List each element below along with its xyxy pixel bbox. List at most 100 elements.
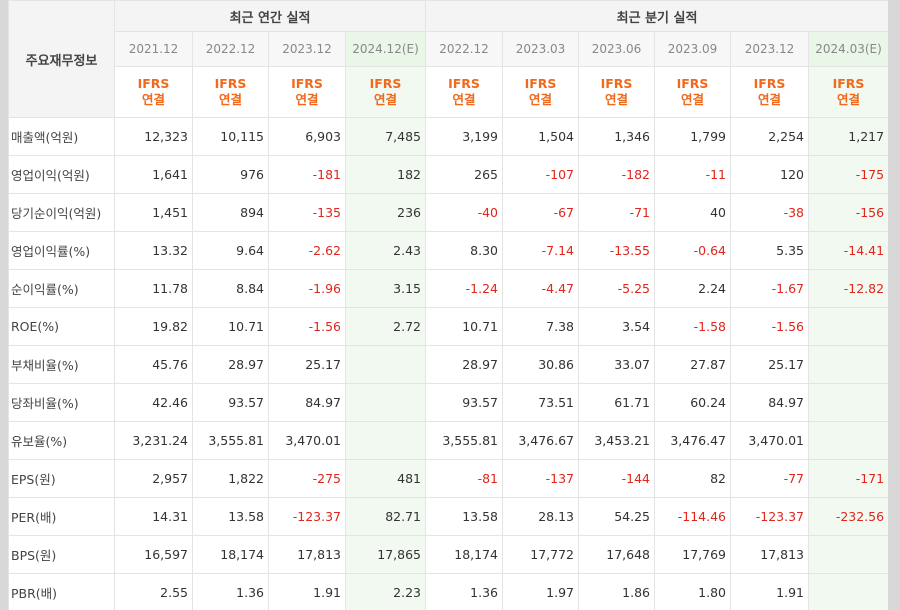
annual-group-header: 최근 연간 실적	[114, 0, 426, 32]
table-cell: 1,641	[114, 155, 193, 194]
quarterly-group-header: 최근 분기 실적	[424, 0, 888, 32]
period-header: 2022.12	[425, 31, 503, 67]
period-header: 2023.06	[578, 31, 655, 67]
basis-consolidation: 연결	[837, 92, 861, 107]
row-label: ROE(%)	[8, 307, 115, 346]
basis-standard: IFRS	[291, 76, 323, 91]
table-cell: 1,217	[807, 117, 888, 156]
table-cell: 54.25	[578, 497, 655, 536]
basis-consolidation: 연결	[295, 92, 319, 107]
table-cell: 17,813	[268, 535, 346, 574]
table-cell: 6,903	[268, 117, 346, 156]
table-row: 영업이익률(%) 13.32 9.64 -2.62 2.43 8.30 -7.14 -13.5…	[8, 231, 888, 270]
table-cell: 18,174	[425, 535, 503, 574]
period-header-row: 2021.12 2022.12 2023.12 2024.12(E) 2022.12 20…	[9, 31, 888, 67]
table-cell: 14.31	[114, 497, 193, 536]
basis-consolidation: 연결	[680, 92, 704, 107]
table-row: 당기순이익(억원) 1,451 894 -135 236 -40 -67 -71 40 -38 -1…	[8, 193, 888, 232]
table-cell: -4.47	[502, 269, 579, 308]
basis-consolidation: 연결	[373, 92, 397, 107]
basis-standard: IFRS	[214, 76, 247, 91]
table-cell: -11	[654, 155, 731, 194]
table-cell: 3,476.47	[654, 421, 731, 460]
basis-standard: IFRS	[369, 76, 402, 91]
table-cell: 42.46	[114, 383, 193, 422]
table-cell: 16,597	[114, 535, 193, 574]
table-cell: -1.56	[268, 307, 346, 346]
table-cell	[345, 345, 426, 384]
row-label: 순이익률(%)	[8, 269, 115, 308]
table-cell: 30.86	[502, 345, 579, 384]
table-cell: 93.57	[192, 383, 269, 422]
table-cell: 17,772	[502, 535, 579, 574]
period-header: 2021.12	[114, 31, 193, 67]
table-cell: 2.72	[345, 307, 426, 346]
basis-header-row: IFRS 연결 IFRS 연결 IFRS 연결 IFRS 연결 IFRS 연결 IFRS 연결 IFRS…	[9, 66, 888, 118]
table-cell: -14.41	[807, 231, 888, 270]
table-cell: -123.37	[268, 497, 346, 536]
table-cell: 45.76	[114, 345, 193, 384]
basis-consolidation: 연결	[528, 92, 552, 107]
table-cell: -135	[268, 193, 346, 232]
table-cell	[807, 573, 888, 610]
basis-consolidation: 연결	[141, 92, 165, 107]
row-label: EPS(원)	[8, 459, 115, 498]
table-cell: 33.07	[578, 345, 655, 384]
table-cell: 481	[345, 459, 426, 498]
table-cell: 28.13	[502, 497, 579, 536]
financial-summary-panel: 주요재무정보 최근 연간 실적 최근 분기 실적 2021.12 2022.12 2…	[8, 0, 888, 610]
row-label: 영업이익률(%)	[8, 231, 115, 270]
table-row: PER(배) 14.31 13.58 -123.37 82.71 13.58 28.13 54…	[8, 497, 888, 536]
basis-standard: IFRS	[832, 76, 865, 91]
table-cell: 3,231.24	[114, 421, 193, 460]
table-cell: -1.56	[730, 307, 809, 346]
table-cell: 60.24	[654, 383, 731, 422]
period-header: 2023.03	[502, 31, 579, 67]
table-cell: 84.97	[730, 383, 809, 422]
table-cell: 82	[654, 459, 731, 498]
table-row: 당좌비율(%) 42.46 93.57 84.97 93.57 73.51 61.71 60.…	[8, 383, 888, 422]
table-cell: -275	[268, 459, 346, 498]
table-cell: -171	[807, 459, 888, 498]
table-cell: 28.97	[192, 345, 269, 384]
table-cell: 3,555.81	[192, 421, 269, 460]
table-row: PBR(배) 2.55 1.36 1.91 2.23 1.36 1.97 1.86 1.80 1.…	[8, 573, 888, 610]
table-cell	[807, 345, 888, 384]
table-cell: 1,346	[578, 117, 655, 156]
accounting-basis-header: IFRS 연결	[654, 66, 731, 118]
table-cell: 28.97	[425, 345, 503, 384]
row-label: PER(배)	[8, 497, 115, 536]
table-cell	[807, 421, 888, 460]
table-cell: -7.14	[502, 231, 579, 270]
table-cell: 1.36	[192, 573, 269, 610]
table-cell: 25.17	[268, 345, 346, 384]
table-cell: 93.57	[425, 383, 503, 422]
table-cell: 976	[192, 155, 269, 194]
table-cell: -107	[502, 155, 579, 194]
table-cell: 3.54	[578, 307, 655, 346]
table-cell: -1.24	[425, 269, 503, 308]
table-cell: 10.71	[425, 307, 503, 346]
table-cell: 2.24	[654, 269, 731, 308]
table-cell: 7.38	[502, 307, 579, 346]
table-cell	[807, 307, 888, 346]
table-row: BPS(원) 16,597 18,174 17,813 17,865 18,174 17,7…	[8, 535, 888, 574]
table-cell: 1.36	[425, 573, 503, 610]
table-cell: 7,485	[345, 117, 426, 156]
table-cell: 120	[730, 155, 809, 194]
table-cell: 13.58	[425, 497, 503, 536]
table-cell: 10.71	[192, 307, 269, 346]
table-cell: 9.64	[192, 231, 269, 270]
table-cell	[345, 383, 426, 422]
table-cell: 3,453.21	[578, 421, 655, 460]
table-cell: -2.62	[268, 231, 346, 270]
table-row: 유보율(%) 3,231.24 3,555.81 3,470.01 3,555.81 3,…	[8, 421, 888, 460]
period-header: 2022.12	[192, 31, 269, 67]
basis-consolidation: 연결	[757, 92, 781, 107]
period-header: 2023.12	[730, 31, 809, 67]
table-cell: 19.82	[114, 307, 193, 346]
row-label: 영업이익(억원)	[8, 155, 115, 194]
table-cell	[807, 535, 888, 574]
table-cell: 17,769	[654, 535, 731, 574]
table-cell: 2,957	[114, 459, 193, 498]
